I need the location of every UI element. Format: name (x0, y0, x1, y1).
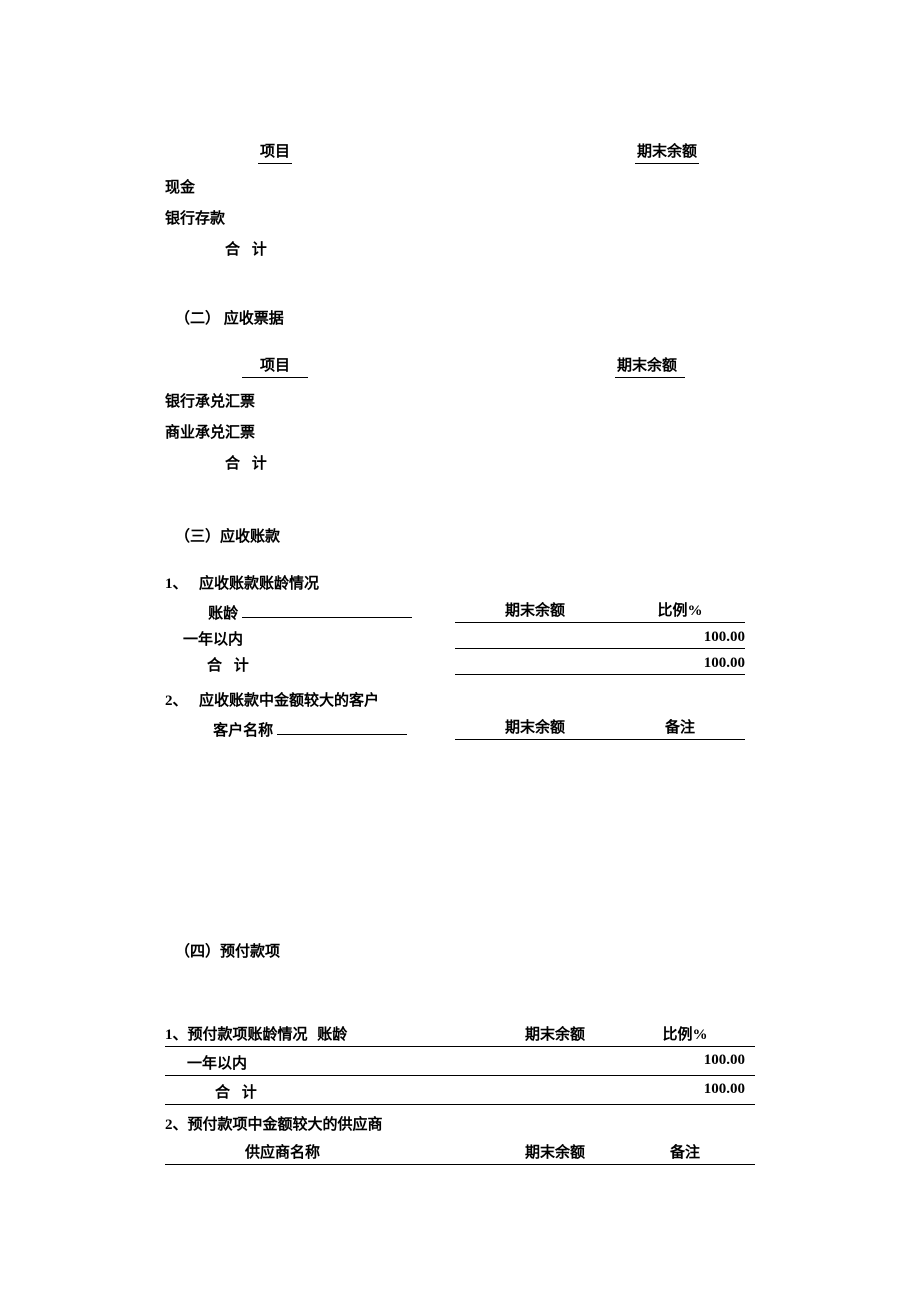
prepayment-aging-table: 1、预付款项账龄情况 账龄 期末余额 比例% 一年以内 100.00 合 计 1… (165, 1021, 755, 1165)
s3-sub1-title: 应收账款账龄情况 (199, 572, 319, 593)
t1-total: 合 计 (225, 238, 755, 259)
s3t1-row1-label: 一年以内 (165, 628, 455, 649)
s3t1-total-label: 合 计 (165, 654, 455, 675)
s4t2-col-name: 供应商名称 (165, 1141, 485, 1162)
section3-sub2-title-row: 2、 应收账款中金额较大的客户 (165, 689, 755, 710)
s4t1-total-label: 合 计 (165, 1081, 485, 1102)
s3-sub2-title: 应收账款中金额较大的客户 (199, 689, 379, 710)
s3-sub1-num: 1、 (165, 572, 199, 593)
s4t1-col-age: 账龄 (317, 1027, 347, 1043)
major-customers-table: 客户名称 期末余额 备注 (165, 716, 755, 740)
t2-header-item: 项目 (242, 354, 308, 378)
s4t2-prefix: 2、预付款项中金额较大的供应商 (165, 1113, 485, 1134)
document-page: 项目 期末余额 现金 银行存款 合 计 （二） 应收票据 项目 期末余额 银行承… (0, 0, 920, 1165)
s3-sub2-num: 2、 (165, 689, 199, 710)
s4t2-col-note: 备注 (625, 1141, 745, 1162)
s3t2-col-balance: 期末余额 (455, 716, 615, 740)
t2-header-balance: 期末余额 (615, 354, 685, 378)
s4t1-total-ratio: 100.00 (625, 1081, 745, 1102)
notes-receivable-table: 项目 期末余额 银行承兑汇票 商业承兑汇票 合 计 (165, 354, 755, 473)
s3t1-row1-ratio: 100.00 (615, 629, 745, 649)
section3-heading: （三）应收账款 (175, 525, 755, 546)
t2-row-bank-acceptance: 银行承兑汇票 (165, 390, 345, 411)
s3t1-col-balance: 期末余额 (455, 599, 615, 623)
section4-heading: （四）预付款项 (175, 940, 755, 961)
receivable-aging-table: 账龄 期末余额 比例% 一年以内 100.00 合 计 100.00 (165, 599, 755, 675)
s4t1-row1-ratio: 100.00 (625, 1052, 745, 1073)
t1-row-bank-deposit: 银行存款 (165, 207, 345, 228)
monetary-funds-table: 项目 期末余额 现金 银行存款 合 计 (165, 140, 755, 259)
s4t2-col-balance: 期末余额 (485, 1141, 625, 1162)
t1-header-item: 项目 (258, 140, 292, 164)
s3t1-col-ratio: 比例% (615, 599, 745, 623)
s4t1-col-ratio: 比例% (625, 1023, 745, 1044)
section2-heading: （二） 应收票据 (175, 307, 755, 328)
section3-sub1-title-row: 1、 应收账款账龄情况 (165, 572, 755, 593)
s3t2-col-name: 客户名称 (213, 723, 273, 739)
t1-row-cash: 现金 (165, 176, 345, 197)
s3t2-col-note: 备注 (615, 716, 745, 740)
t2-total: 合 计 (225, 452, 755, 473)
t1-header-balance: 期末余额 (635, 140, 699, 164)
s4t1-row1-label: 一年以内 (165, 1052, 485, 1073)
s3t1-col-age: 账龄 (208, 602, 238, 623)
s4t1-prefix: 1、预付款项账龄情况 (165, 1027, 308, 1043)
s4t1-col-balance: 期末余额 (485, 1023, 625, 1044)
t2-row-commercial-acceptance: 商业承兑汇票 (165, 421, 345, 442)
s3t1-total-ratio: 100.00 (615, 655, 745, 675)
